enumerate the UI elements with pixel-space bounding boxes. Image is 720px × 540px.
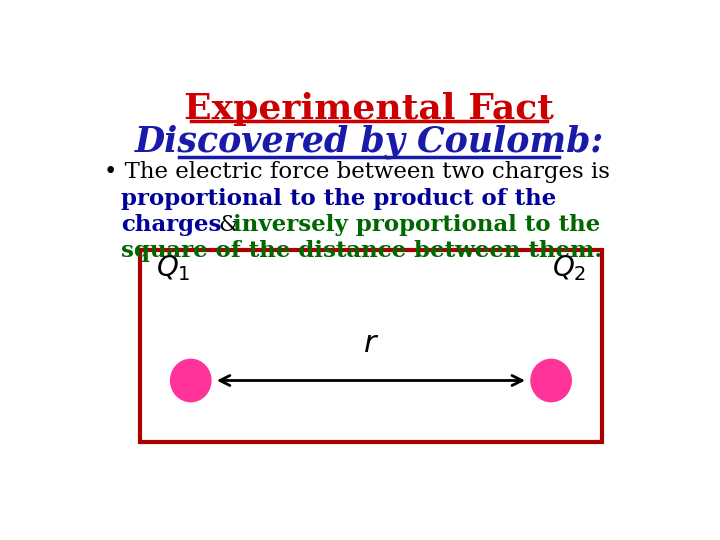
Ellipse shape [171, 359, 211, 402]
Text: proportional to the product of the: proportional to the product of the [121, 188, 557, 210]
Text: $Q_1$: $Q_1$ [156, 253, 190, 284]
Text: $r$: $r$ [363, 328, 379, 359]
Text: Experimental Fact: Experimental Fact [184, 92, 554, 126]
FancyArrowPatch shape [220, 375, 522, 386]
Text: $Q_2$: $Q_2$ [552, 253, 586, 284]
Ellipse shape [531, 359, 571, 402]
Text: • The electric force between two charges is: • The electric force between two charges… [104, 161, 610, 183]
Text: inversely proportional to the: inversely proportional to the [233, 214, 600, 236]
Text: Discovered by Coulomb:: Discovered by Coulomb: [135, 125, 603, 159]
Text: &: & [218, 214, 238, 236]
Text: charges: charges [121, 214, 222, 236]
Bar [140, 249, 601, 442]
Text: square of the distance between them.: square of the distance between them. [121, 240, 603, 262]
